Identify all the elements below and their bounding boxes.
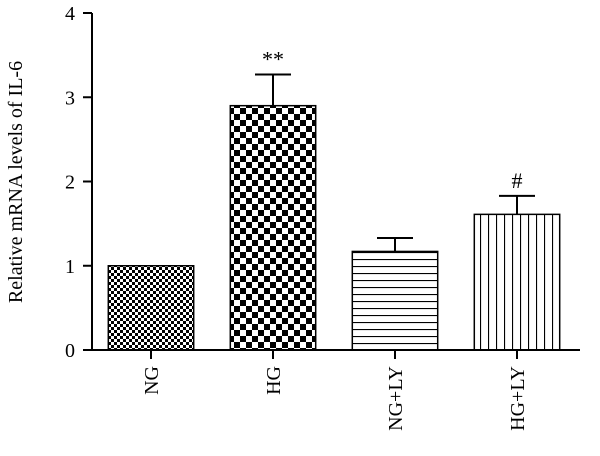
significance-label: ** (262, 47, 284, 72)
category-label: NG (141, 366, 163, 395)
y-axis-ticks: 0 1 2 3 4 (65, 3, 92, 362)
bar (474, 214, 560, 350)
bar (352, 251, 438, 350)
y-tick-label: 4 (65, 3, 75, 25)
category-label: HG (263, 366, 285, 395)
significance-label: # (512, 168, 523, 193)
category-label: NG+LY (385, 366, 407, 431)
bar (108, 265, 194, 350)
y-tick-label: 0 (65, 340, 75, 362)
axes (91, 13, 580, 351)
y-tick-label: 2 (65, 172, 75, 194)
category-label: HG+LY (507, 366, 529, 431)
y-tick-label: 3 (65, 87, 75, 109)
y-axis-label: Relative mRNA levels of IL-6 (5, 61, 27, 303)
bars: NG ** HG NG+LY # HG+LY (107, 47, 561, 431)
bar (230, 105, 316, 350)
y-tick-label: 1 (65, 256, 75, 278)
